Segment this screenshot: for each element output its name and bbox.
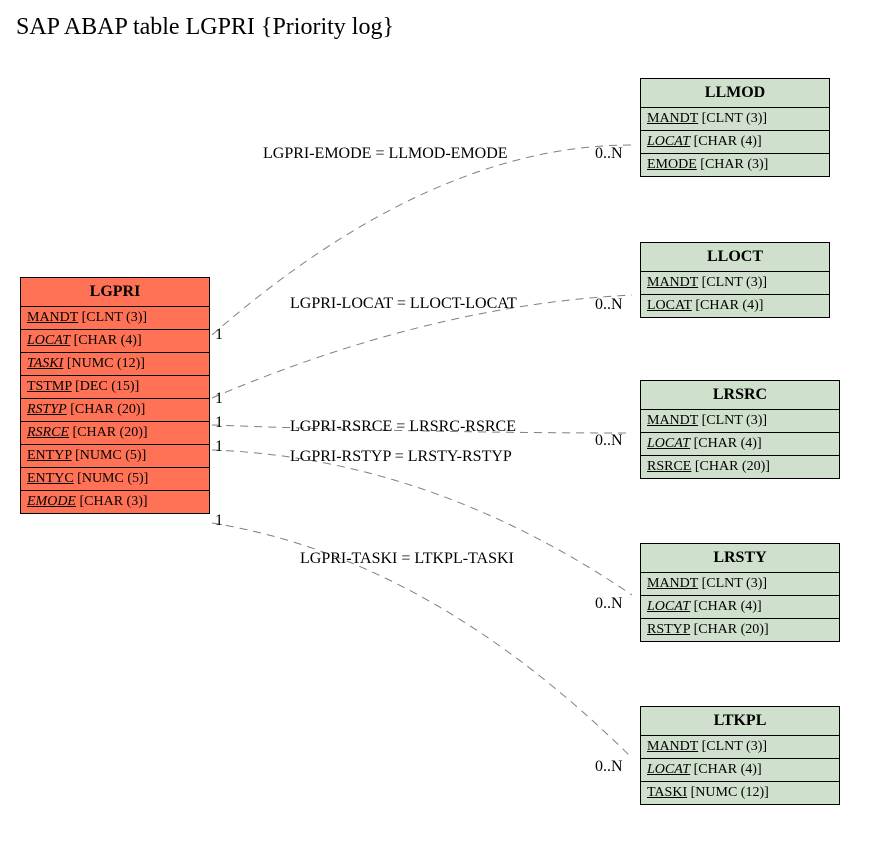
entity-lgpri-field: TASKI [NUMC (12)] [21,353,209,376]
entity-lrsrc: LRSRC MANDT [CLNT (3)]LOCAT [CHAR (4)]RS… [640,380,840,479]
field-name: RSRCE [27,425,69,440]
field-name: MANDT [647,275,698,290]
field-type: [CHAR (4)] [690,762,762,777]
field-type: [CLNT (3)] [698,413,767,428]
field-name: LOCAT [647,762,690,777]
field-name: EMODE [647,157,697,172]
card-right-2: 0..N [595,296,623,314]
field-name: RSTYP [27,402,67,417]
entity-lrsty-header: LRSTY [641,544,839,573]
field-name: LOCAT [647,298,692,313]
entity-ltkpl: LTKPL MANDT [CLNT (3)]LOCAT [CHAR (4)]TA… [640,706,840,805]
field-type: [CHAR (20)] [67,402,146,417]
entity-llmod: LLMOD MANDT [CLNT (3)]LOCAT [CHAR (4)]EM… [640,78,830,177]
field-type: [CHAR (20)] [690,622,769,637]
field-type: [NUMC (12)] [63,356,145,371]
entity-llmod-field: EMODE [CHAR (3)] [641,154,829,176]
entity-lgpri-field: ENTYC [NUMC (5)] [21,468,209,491]
field-type: [NUMC (5)] [74,471,149,486]
entity-lrsrc-field: RSRCE [CHAR (20)] [641,456,839,478]
field-name: EMODE [27,494,76,509]
field-name: MANDT [647,739,698,754]
field-type: [CLNT (3)] [698,275,767,290]
field-name: TASKI [647,785,687,800]
edge-label-3: LGPRI-RSRCE = LRSRC-RSRCE [290,418,516,436]
field-name: MANDT [647,111,698,126]
entity-llmod-header: LLMOD [641,79,829,108]
card-left-3: 1 [215,414,223,432]
field-name: LOCAT [647,134,690,149]
field-name: LOCAT [27,333,70,348]
card-right-1: 0..N [595,145,623,163]
card-right-4: 0..N [595,595,623,613]
entity-ltkpl-header: LTKPL [641,707,839,736]
field-type: [CHAR (4)] [690,134,762,149]
card-right-5: 0..N [595,758,623,776]
entity-lrsty-field: RSTYP [CHAR (20)] [641,619,839,641]
entity-lgpri-header: LGPRI [21,278,209,307]
entity-llmod-field: LOCAT [CHAR (4)] [641,131,829,154]
entity-lgpri-field: RSTYP [CHAR (20)] [21,399,209,422]
field-name: LOCAT [647,599,690,614]
page-title: SAP ABAP table LGPRI {Priority log} [16,14,394,41]
entity-lloct-field: LOCAT [CHAR (4)] [641,295,829,317]
card-left-1: 1 [215,326,223,344]
field-type: [CLNT (3)] [78,310,147,325]
field-name: TSTMP [27,379,72,394]
entity-ltkpl-field: LOCAT [CHAR (4)] [641,759,839,782]
entity-lrsrc-header: LRSRC [641,381,839,410]
field-type: [CHAR (3)] [697,157,769,172]
field-name: MANDT [27,310,78,325]
field-name: TASKI [27,356,63,371]
field-type: [DEC (15)] [72,379,140,394]
entity-lrsrc-field: LOCAT [CHAR (4)] [641,433,839,456]
entity-llmod-field: MANDT [CLNT (3)] [641,108,829,131]
entity-lgpri-field: LOCAT [CHAR (4)] [21,330,209,353]
edge-label-4: LGPRI-RSTYP = LRSTY-RSTYP [290,448,512,466]
field-type: [CHAR (4)] [690,599,762,614]
field-name: MANDT [647,576,698,591]
edge-label-5: LGPRI-TASKI = LTKPL-TASKI [300,550,514,568]
field-name: RSRCE [647,459,691,474]
field-type: [CHAR (20)] [691,459,770,474]
field-name: RSTYP [647,622,690,637]
entity-lgpri-field: EMODE [CHAR (3)] [21,491,209,513]
field-type: [CHAR (20)] [69,425,148,440]
field-type: [CHAR (4)] [692,298,764,313]
edge-label-1: LGPRI-EMODE = LLMOD-EMODE [263,145,508,163]
entity-lrsty-field: MANDT [CLNT (3)] [641,573,839,596]
entity-lgpri: LGPRI MANDT [CLNT (3)]LOCAT [CHAR (4)]TA… [20,277,210,514]
entity-lrsty: LRSTY MANDT [CLNT (3)]LOCAT [CHAR (4)]RS… [640,543,840,642]
diagram-canvas: SAP ABAP table LGPRI {Priority log} LGPR… [0,0,880,855]
entity-lloct-header: LLOCT [641,243,829,272]
entity-lgpri-field: ENTYP [NUMC (5)] [21,445,209,468]
field-type: [CHAR (4)] [690,436,762,451]
field-type: [CLNT (3)] [698,576,767,591]
field-type: [CHAR (4)] [70,333,142,348]
card-left-5: 1 [215,512,223,530]
entity-lloct: LLOCT MANDT [CLNT (3)]LOCAT [CHAR (4)] [640,242,830,318]
field-name: ENTYP [27,448,72,463]
field-name: LOCAT [647,436,690,451]
entity-lrsrc-field: MANDT [CLNT (3)] [641,410,839,433]
card-left-4: 1 [215,438,223,456]
field-type: [NUMC (5)] [72,448,147,463]
entity-lrsty-field: LOCAT [CHAR (4)] [641,596,839,619]
entity-lgpri-field: RSRCE [CHAR (20)] [21,422,209,445]
edge-label-2: LGPRI-LOCAT = LLOCT-LOCAT [290,295,517,313]
entity-lgpri-field: TSTMP [DEC (15)] [21,376,209,399]
field-type: [CLNT (3)] [698,111,767,126]
entity-lgpri-field: MANDT [CLNT (3)] [21,307,209,330]
card-right-3: 0..N [595,432,623,450]
edge-lgpri-lrsty [212,450,632,595]
field-type: [CLNT (3)] [698,739,767,754]
entity-ltkpl-field: MANDT [CLNT (3)] [641,736,839,759]
field-type: [CHAR (3)] [76,494,148,509]
field-type: [NUMC (12)] [687,785,769,800]
field-name: MANDT [647,413,698,428]
entity-lloct-field: MANDT [CLNT (3)] [641,272,829,295]
entity-ltkpl-field: TASKI [NUMC (12)] [641,782,839,804]
field-name: ENTYC [27,471,74,486]
card-left-2: 1 [215,390,223,408]
